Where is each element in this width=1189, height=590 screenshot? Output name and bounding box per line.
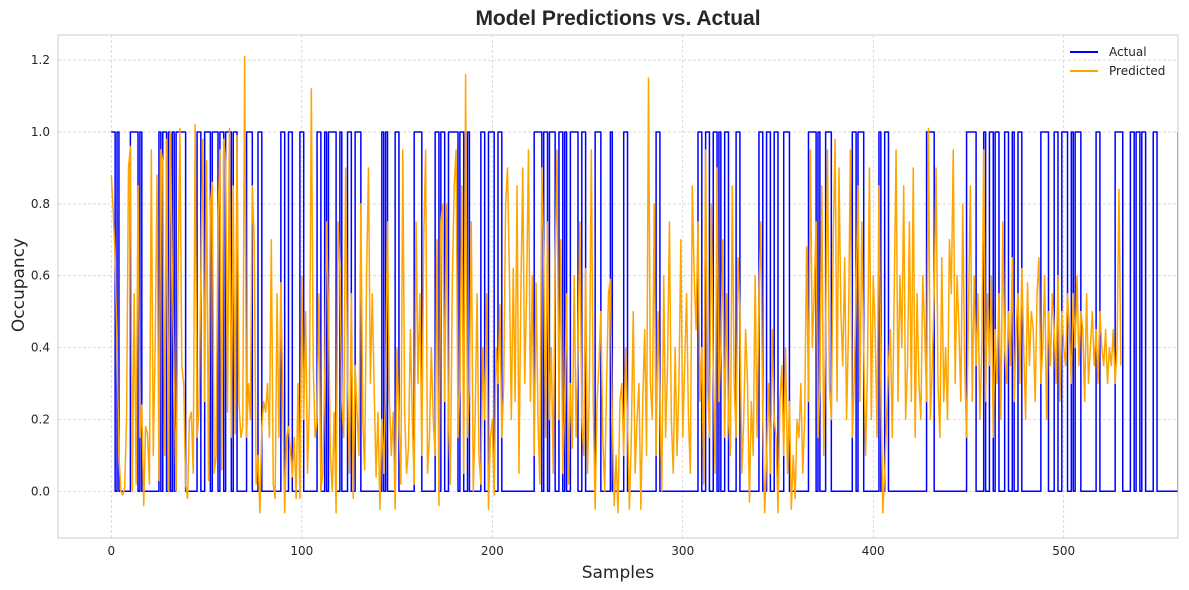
x-tick-label: 100: [290, 544, 313, 558]
y-tick-label: 0.8: [31, 197, 50, 211]
x-tick-label: 0: [108, 544, 116, 558]
y-axis-title: Occupancy: [9, 238, 29, 332]
x-tick-label: 300: [671, 544, 694, 558]
y-tick-label: 1.2: [31, 53, 50, 67]
y-axis-ticks: 0.0 0.2 0.4 0.6 0.8 1.0 1.2: [31, 53, 50, 498]
x-axis-title: Samples: [582, 563, 655, 583]
y-tick-label: 1.0: [31, 125, 50, 139]
chart-title: Model Predictions vs. Actual: [475, 7, 760, 30]
y-tick-label: 0.6: [31, 269, 50, 283]
y-tick-label: 0.4: [31, 341, 50, 355]
y-tick-label: 0.2: [31, 412, 50, 426]
series-line-actual: [111, 131, 1178, 493]
legend-label-predicted: Predicted: [1109, 64, 1165, 78]
x-tick-label: 500: [1052, 544, 1075, 558]
legend-label-actual: Actual: [1109, 45, 1147, 59]
series-layer: [110, 55, 1178, 514]
y-tick-label: 0.0: [31, 484, 50, 498]
legend: Actual Predicted: [1070, 45, 1165, 78]
series-line-predicted: [110, 55, 1122, 514]
x-axis-ticks: 0 100 200 300 400 500: [108, 544, 1076, 558]
x-tick-label: 200: [481, 544, 504, 558]
plot-frame: [57, 34, 1179, 539]
x-tick-label: 400: [862, 544, 885, 558]
